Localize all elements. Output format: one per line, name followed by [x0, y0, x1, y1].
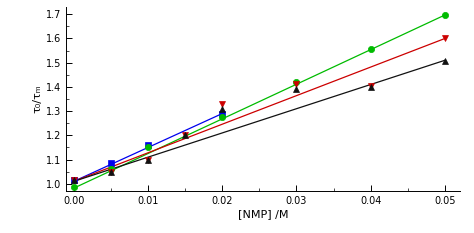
X-axis label: [NMP] /M: [NMP] /M	[238, 209, 288, 219]
Y-axis label: τ₀/τₘ: τ₀/τₘ	[32, 85, 42, 113]
